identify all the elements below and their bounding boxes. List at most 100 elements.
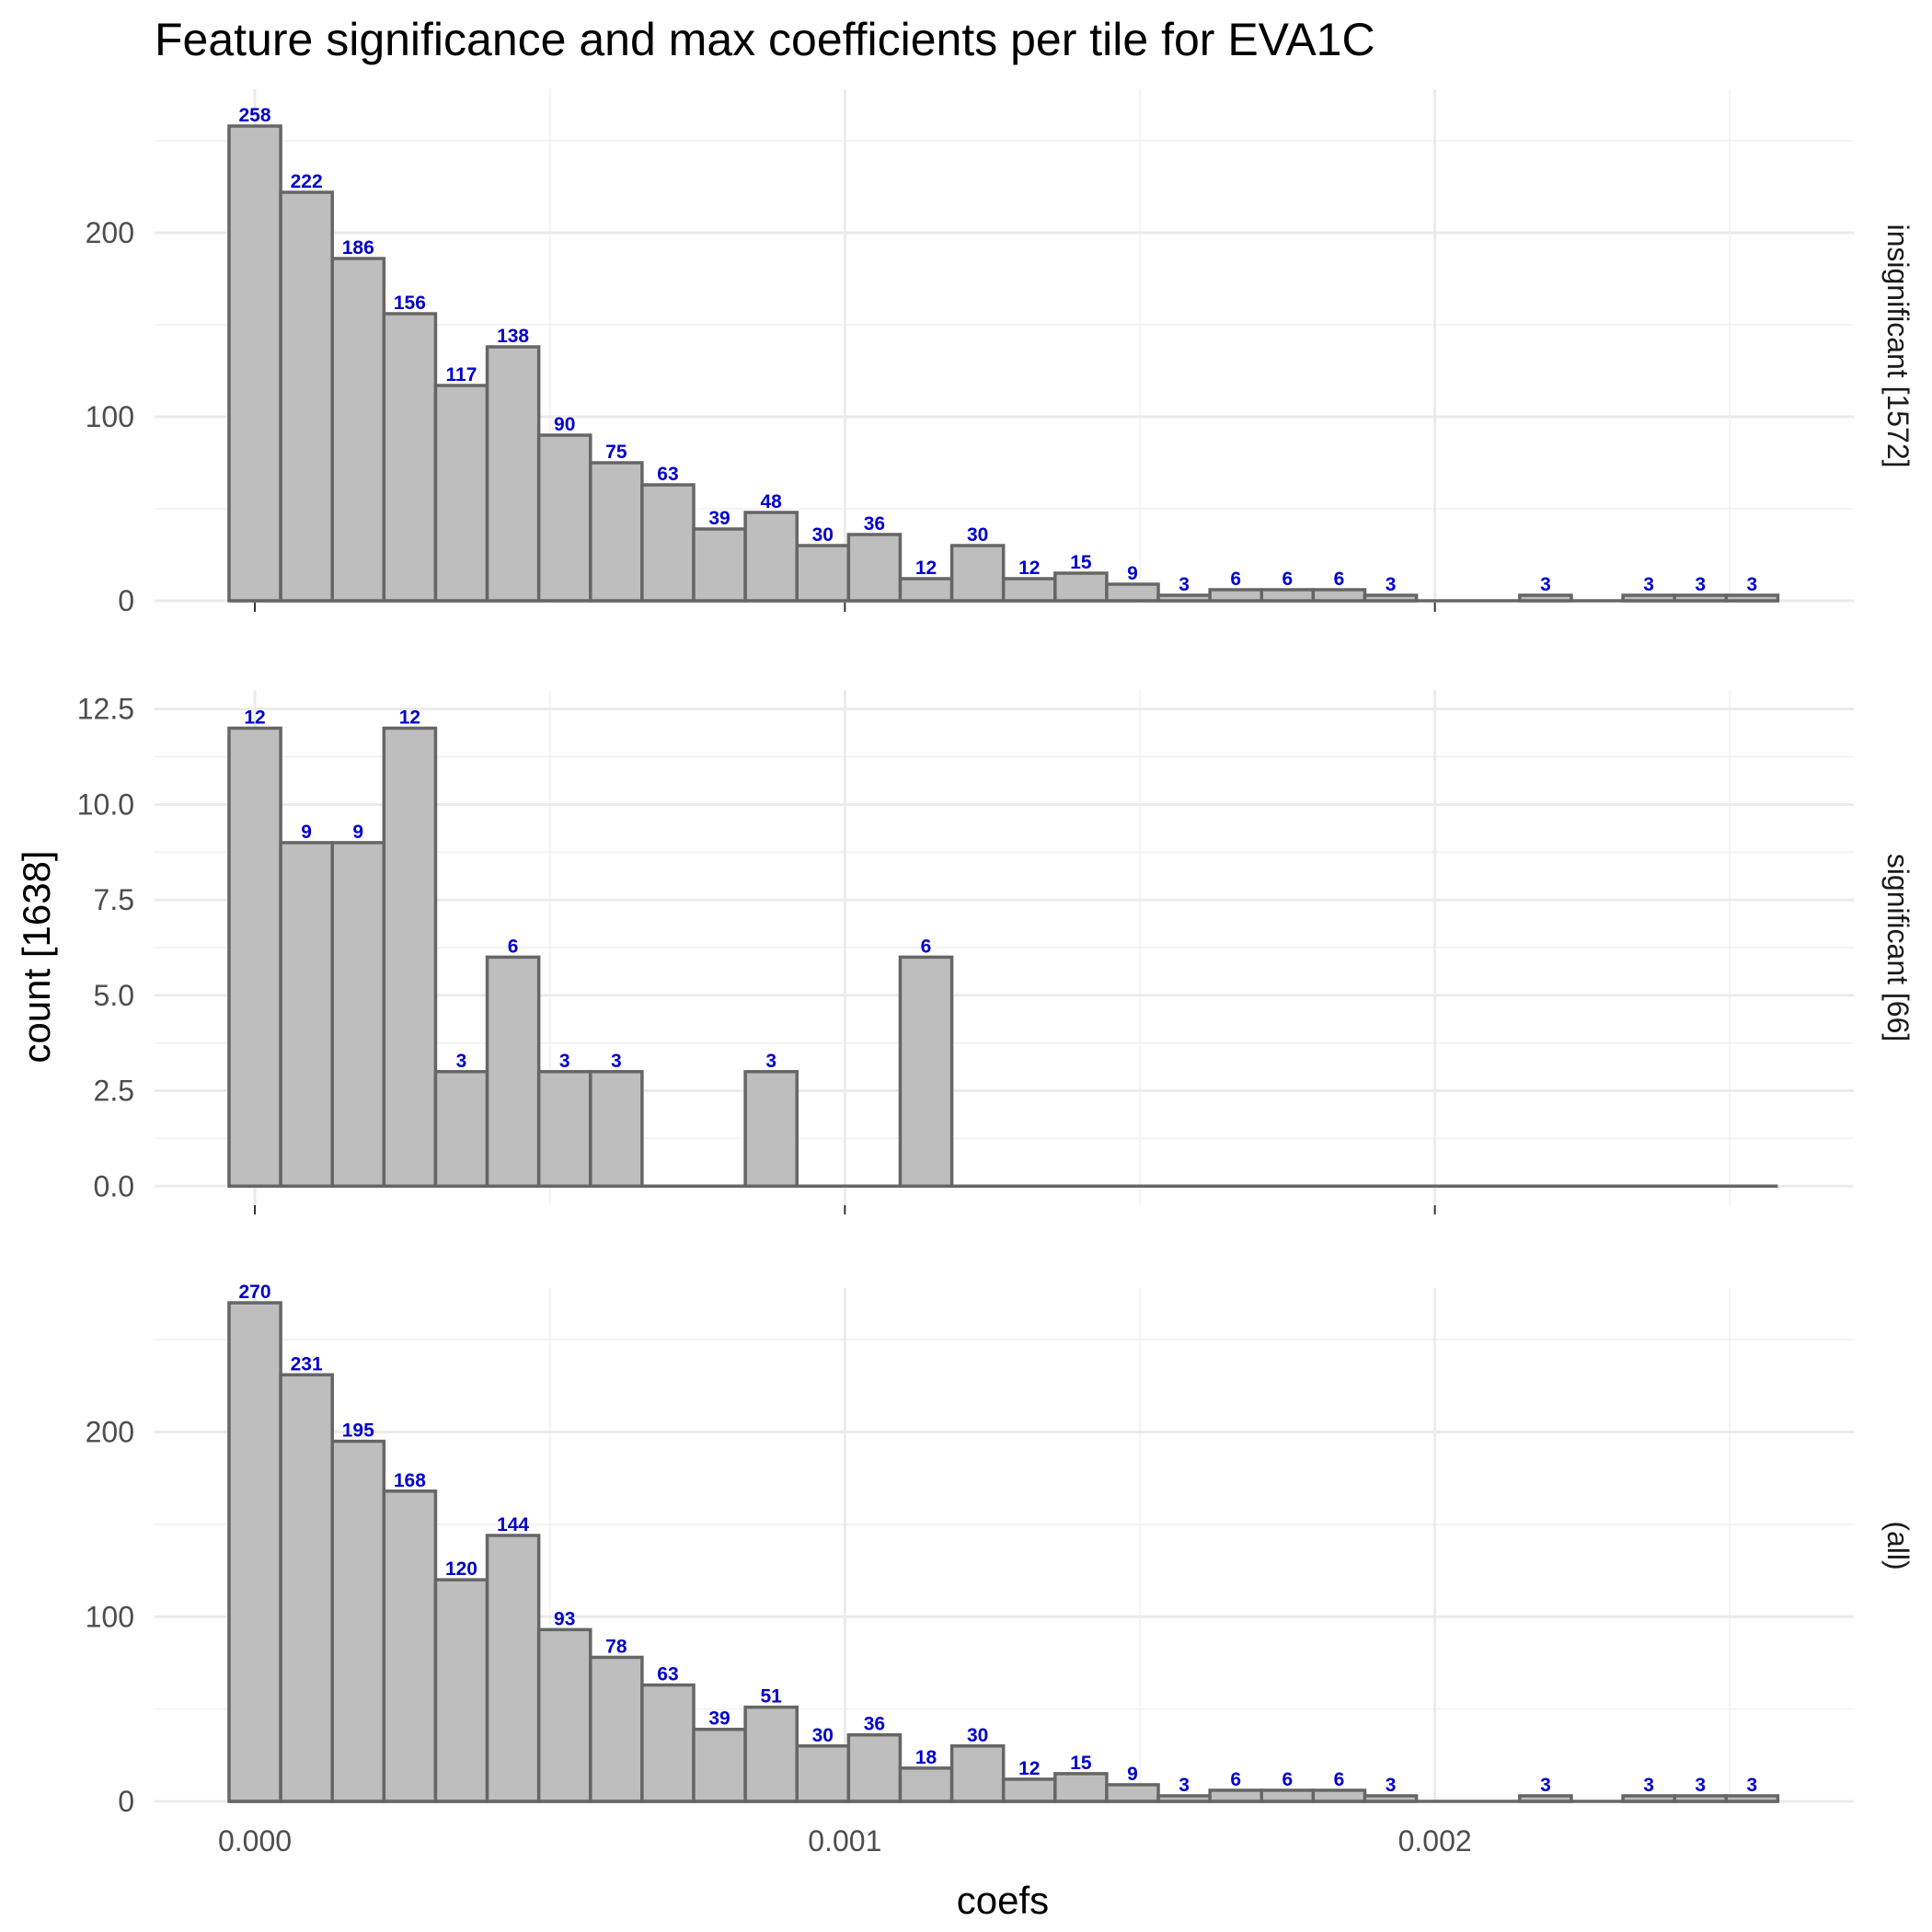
bar-count-label: 3 — [1643, 574, 1654, 595]
y-tick-label: 100 — [86, 1600, 134, 1633]
bar-count-label: 3 — [611, 1051, 622, 1072]
bar-count-label: 78 — [605, 1636, 627, 1657]
histogram-bar — [795, 544, 851, 603]
histogram-bar — [279, 190, 334, 603]
histogram-bar — [1053, 1772, 1109, 1803]
bar-count-label: 93 — [554, 1608, 575, 1629]
bar-count-label: 30 — [967, 1725, 988, 1746]
histogram-bar — [1518, 593, 1573, 603]
histogram-bar — [1259, 588, 1316, 603]
histogram-bar — [1001, 577, 1057, 603]
panels: 0100200258222186156117138907563394830361… — [77, 89, 1915, 1818]
bar-count-label: 195 — [342, 1420, 374, 1442]
histogram-bar — [433, 384, 489, 603]
histogram-bar — [589, 1070, 644, 1189]
bar-count-label: 3 — [1179, 1775, 1190, 1796]
histogram-bar — [1724, 1794, 1780, 1803]
histogram-bar — [949, 544, 1006, 603]
histogram-bar — [1156, 593, 1212, 603]
bar-count-label: 3 — [1695, 574, 1706, 595]
bar-count-label: 3 — [1540, 1775, 1551, 1796]
bar-count-label: 6 — [508, 936, 519, 957]
histogram-bar — [227, 1301, 282, 1803]
histogram-bar — [485, 345, 541, 603]
histogram-bar — [382, 1489, 438, 1803]
bar-count-label: 186 — [342, 237, 374, 259]
bar-count-label: 9 — [1127, 1764, 1138, 1785]
facet-strip-label: insignificant [1572] — [1881, 224, 1915, 467]
panel-2: 0.0 2.5 5.0 7.5 10.0 12.5 12 9 9 12 3 6 3 3 3 6 signific… — [77, 690, 1915, 1214]
bar-count-label: 51 — [760, 1686, 782, 1708]
bar-count-label: 3 — [1747, 574, 1758, 595]
bar-count-label: 120 — [445, 1558, 477, 1580]
bar-count-label: 9 — [1127, 563, 1138, 584]
y-tick-label: 5.0 — [94, 979, 134, 1012]
y-tick-label: 12.5 — [77, 693, 134, 726]
histogram-bar — [949, 1744, 1006, 1803]
histogram-bar — [640, 483, 696, 603]
bar-count-label: 144 — [497, 1514, 529, 1535]
panel-3: 0100200270231195168120144937863395130361… — [86, 1282, 1915, 1818]
histogram-bar — [433, 1070, 489, 1189]
histogram-bar — [846, 533, 903, 603]
histogram-bar — [795, 1744, 851, 1803]
bar-count-label: 3 — [1643, 1775, 1654, 1796]
bar-count-label: 90 — [554, 414, 575, 435]
histogram-bar — [692, 1727, 747, 1803]
bar-count-label: 6 — [1230, 569, 1241, 590]
bar-count-label: 30 — [967, 524, 988, 546]
y-tick-label: 10.0 — [77, 788, 134, 821]
bar-count-label: 3 — [1179, 574, 1190, 595]
bar-count-label: 12 — [915, 558, 937, 579]
bar-count-label: 3 — [1540, 574, 1551, 595]
histogram-bar — [898, 955, 954, 1189]
y-tick-label: 7.5 — [94, 883, 134, 916]
histogram-bar — [485, 955, 541, 1189]
y-tick-label: 200 — [86, 216, 134, 249]
bar-count-label: 36 — [864, 1714, 885, 1735]
bar-count-label: 39 — [708, 508, 730, 529]
histogram-bar — [536, 1627, 592, 1803]
bar-count-label: 222 — [291, 171, 323, 192]
bar-count-label: 6 — [1230, 1769, 1241, 1790]
histogram-bar — [1105, 582, 1160, 603]
bar-count-label: 6 — [1334, 569, 1345, 590]
bar-count-label: 3 — [1695, 1775, 1706, 1796]
histogram-bar — [589, 461, 644, 603]
histogram-bar — [433, 1578, 489, 1803]
bar-count-label: 231 — [291, 1353, 323, 1374]
histogram-bar — [279, 841, 334, 1189]
x-tick-label: 0.000 — [218, 1824, 292, 1857]
bar-count-label: 12 — [399, 707, 420, 728]
y-axis-title: count [1638] — [15, 850, 58, 1063]
bar-count-label: 12 — [244, 707, 265, 728]
histogram-bar — [1363, 593, 1419, 603]
y-tick-label: 100 — [86, 400, 134, 433]
bar-count-label: 6 — [921, 936, 932, 957]
histogram-bar — [1156, 1794, 1212, 1803]
x-tick-label: 0.002 — [1398, 1824, 1472, 1857]
histogram-bar — [743, 511, 799, 603]
histogram-bar — [640, 1683, 696, 1803]
histogram-bar — [898, 577, 954, 603]
bar-count-label: 30 — [812, 524, 834, 546]
histogram-bar — [1259, 1788, 1316, 1803]
chart-title: Feature significance and max coefficient… — [155, 14, 1375, 65]
bar-count-label: 3 — [1386, 574, 1397, 595]
histogram-bar — [1208, 1788, 1264, 1803]
bar-count-label: 138 — [497, 326, 529, 347]
histogram-bar — [536, 433, 592, 603]
bar-count-label: 3 — [765, 1051, 776, 1072]
bar-count-label: 117 — [446, 364, 477, 385]
histogram-bar — [485, 1534, 541, 1803]
x-axis-title: coefs — [957, 1879, 1049, 1922]
bar-count-label: 36 — [864, 513, 885, 535]
bar-count-label: 9 — [301, 822, 312, 843]
panel-1: 0100200258222186156117138907563394830361… — [86, 89, 1915, 617]
bar-count-label: 39 — [708, 1708, 730, 1730]
y-tick-label: 200 — [86, 1416, 134, 1449]
bar-count-label: 270 — [239, 1282, 271, 1303]
histogram-bar — [589, 1655, 644, 1803]
histogram-bar — [536, 1070, 592, 1189]
